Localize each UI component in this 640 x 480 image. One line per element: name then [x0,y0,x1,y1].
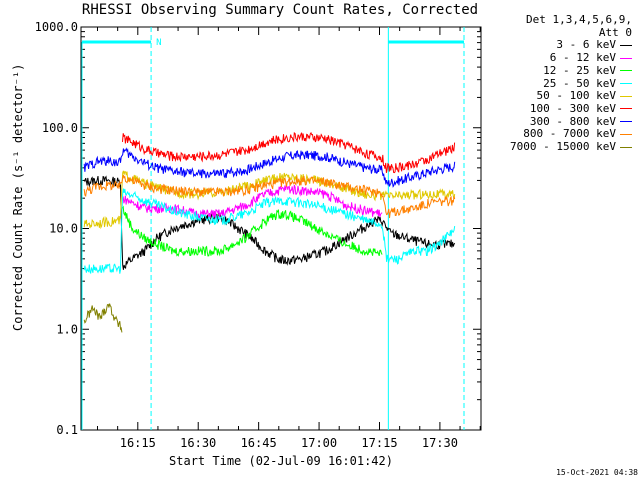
y-tick-label: 1000.0 [35,20,78,34]
legend-item-label: 7000 - 15000 keV [510,140,616,154]
legend-item: 300 - 800 keV [510,114,632,129]
legend-item: 6 - 12 keV [510,51,632,65]
legend-swatch [620,83,632,85]
legend-item: 7000 - 15000 keV [510,140,632,154]
legend-swatch [620,121,632,123]
y-tick-label: 1.0 [56,322,78,336]
attenuator-label: N [156,38,161,48]
legend-item-label: 3 - 6 keV [556,38,616,52]
series-line [83,188,456,275]
series-line [83,170,456,230]
plot-frame [80,26,482,431]
x-axis-label: Start Time (02-Jul-09 16:01:42) [169,454,393,468]
legend-swatch [620,146,632,148]
legend-swatch [620,44,632,46]
y-axis-label: Corrected Count Rate (s⁻¹ detector⁻¹) [11,63,25,331]
x-tick-label: 17:15 [361,436,397,450]
legend-item: 800 - 7000 keV [510,127,632,141]
legend-swatch [620,95,632,97]
legend-item: 3 - 6 keV [510,39,632,52]
legend-header-line-1: Det 1,3,4,5,6,9, [526,13,632,26]
legend-item-label: 6 - 12 keV [549,51,616,65]
series-line [83,303,123,333]
series-line [83,174,456,219]
x-tick-label: 17:00 [301,436,337,450]
series-line [122,205,383,257]
x-tick-label: 17:30 [422,436,458,450]
y-tick-label: 100.0 [42,121,78,135]
y-tick-label: 0.1 [56,423,78,437]
legend-header-line-2: Att 0 [598,25,632,39]
series-line [122,131,456,174]
series-line [83,175,456,270]
legend-item-label: 800 - 7000 keV [523,127,616,141]
legend-swatch [620,57,632,59]
legend-item-label: 25 - 50 keV [543,76,616,90]
series-line [83,147,456,188]
legend: Det 1,3,4,5,6,9, Att 0 3 - 6 keV 6 - 12 k… [510,13,632,154]
chart-title: RHESSI Observing Summary Count Rates, Co… [81,2,479,18]
legend-item-label: 12 - 25 keV [543,63,616,77]
x-tick-label: 16:15 [120,436,156,450]
legend-swatch [620,70,632,72]
legend-item-label: 50 - 100 keV [536,89,616,103]
legend-item: 100 - 300 keV [510,101,632,116]
legend-item: 12 - 25 keV [510,63,632,78]
legend-item-label: 100 - 300 keV [529,101,616,115]
timestamp-footnote: 15-Oct-2021 04:38 [556,468,638,477]
legend-item-label: 300 - 800 keV [529,114,616,128]
x-tick-label: 16:45 [241,436,277,450]
legend-swatch [620,108,632,110]
legend-item: 25 - 50 keV [510,76,632,91]
legend-item: 50 - 100 keV [510,89,632,103]
y-tick-label: 10.0 [49,222,78,236]
x-tick-label: 16:30 [180,436,216,450]
legend-items: 3 - 6 keV 6 - 12 keV 12 - 25 keV 25 - 50 ke… [510,39,632,153]
legend-swatch [620,133,632,135]
series-line [122,184,383,221]
